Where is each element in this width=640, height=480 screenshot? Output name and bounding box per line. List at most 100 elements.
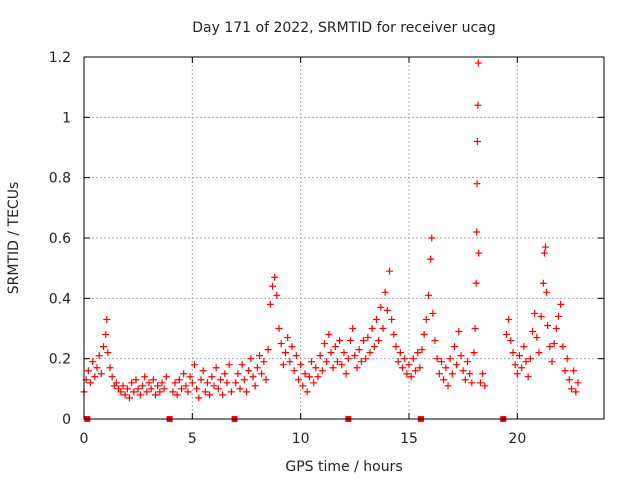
data-point <box>123 385 131 393</box>
data-point <box>234 370 242 378</box>
y-tick-label: 1 <box>62 110 71 126</box>
plot-frame <box>83 56 605 420</box>
data-point <box>84 367 92 375</box>
data-point <box>290 367 298 375</box>
data-point <box>305 373 313 381</box>
data-point <box>518 364 526 372</box>
data-point <box>152 391 159 399</box>
data-point <box>362 355 370 363</box>
data-point <box>433 355 441 363</box>
data-point <box>243 388 250 396</box>
data-point <box>405 361 413 369</box>
data-point <box>102 331 110 339</box>
data-point <box>375 337 383 345</box>
data-point <box>145 379 153 387</box>
data-point <box>526 355 534 363</box>
data-point <box>461 376 469 384</box>
data-point <box>121 391 129 399</box>
data-point <box>507 337 515 345</box>
data-point <box>542 243 549 251</box>
data-point <box>561 367 569 375</box>
data-point <box>331 343 339 351</box>
data-point <box>355 346 363 354</box>
data-point <box>303 388 311 396</box>
data-point <box>253 364 261 372</box>
data-point <box>186 373 194 381</box>
data-point <box>232 379 240 387</box>
data-point <box>471 325 479 332</box>
data-point <box>134 385 142 393</box>
data-point <box>201 388 209 396</box>
data-point <box>407 373 415 381</box>
data-point <box>273 291 281 299</box>
data-point <box>149 376 157 384</box>
data-point <box>169 388 177 396</box>
data-point <box>91 373 99 381</box>
data-point <box>388 315 396 323</box>
data-point <box>225 361 233 369</box>
data-point <box>479 370 487 378</box>
data-point <box>160 385 168 393</box>
data-point <box>204 379 211 387</box>
y-tick-label: 0.2 <box>49 352 71 368</box>
data-point <box>474 59 482 67</box>
data-point <box>171 379 179 387</box>
data-point <box>184 388 192 396</box>
data-point <box>193 385 201 393</box>
data-point <box>473 228 481 236</box>
data-point <box>435 370 443 378</box>
data-point <box>543 288 551 296</box>
data-point <box>429 309 437 317</box>
data-point <box>373 315 380 323</box>
chart-title: Day 171 of 2022, SRMTID for receiver uca… <box>192 20 495 36</box>
data-point <box>548 358 556 366</box>
y-tick-label: 0.4 <box>49 291 71 307</box>
data-point <box>295 376 302 384</box>
data-point <box>256 352 263 360</box>
data-point <box>104 349 112 357</box>
y-tick-label: 0.6 <box>49 231 71 247</box>
data-point <box>323 358 331 366</box>
data-point <box>383 306 391 314</box>
data-point <box>557 300 565 308</box>
data-point <box>353 364 361 372</box>
data-point <box>299 382 307 390</box>
data-point <box>93 364 101 372</box>
data-point <box>565 376 573 384</box>
data-point <box>431 337 439 345</box>
data-point <box>522 358 530 366</box>
data-point <box>327 349 335 357</box>
data-point <box>143 388 151 396</box>
data-point <box>188 379 196 387</box>
data-point <box>466 370 474 378</box>
data-point <box>217 376 224 384</box>
data-point <box>214 385 222 393</box>
data-point <box>212 364 220 372</box>
y-axis-label: SRMTID / TECUs <box>6 182 22 295</box>
data-point <box>191 361 198 369</box>
data-point <box>540 249 548 257</box>
data-point <box>342 370 350 378</box>
data-point <box>251 382 259 390</box>
data-point <box>537 312 545 320</box>
y-tick-label: 0.8 <box>49 171 71 187</box>
data-point <box>197 376 205 384</box>
data-point <box>89 358 97 366</box>
data-point <box>546 343 554 351</box>
data-point <box>379 325 387 332</box>
data-point <box>529 328 536 336</box>
data-point <box>572 388 580 396</box>
data-point <box>446 355 454 363</box>
data-point <box>455 328 463 336</box>
data-point <box>266 300 274 308</box>
data-point <box>119 382 127 390</box>
data-point <box>87 379 94 387</box>
data-point <box>286 358 294 366</box>
data-point <box>563 355 571 363</box>
data-point <box>477 379 484 387</box>
data-point <box>162 373 170 381</box>
data-point <box>403 370 411 378</box>
data-point <box>136 391 144 399</box>
data-point <box>175 376 183 384</box>
data-point <box>442 364 450 372</box>
